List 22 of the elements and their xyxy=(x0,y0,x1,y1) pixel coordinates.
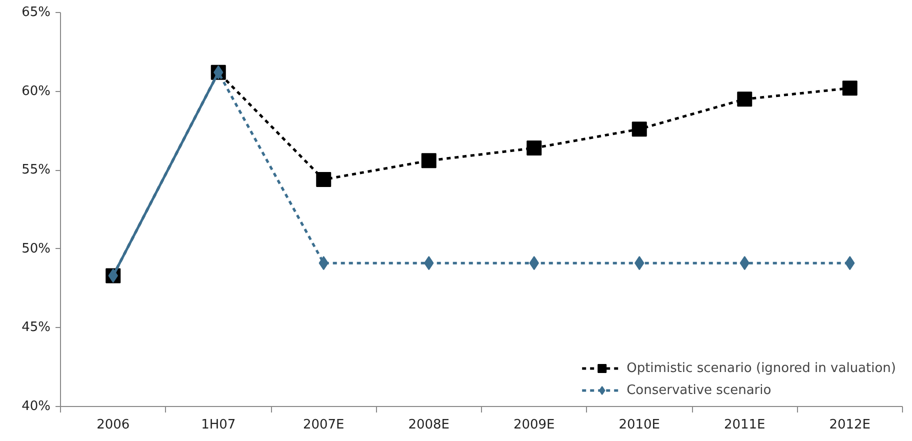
y-tick-label: 45% xyxy=(22,320,51,336)
point xyxy=(632,122,647,137)
x-tick-label: 2010E xyxy=(618,418,660,432)
point xyxy=(316,172,332,188)
x-tick-label: 2007E xyxy=(302,418,344,432)
y-tick-label: 65% xyxy=(22,5,51,20)
point xyxy=(737,92,752,107)
x-tick-label: 2011E xyxy=(724,418,766,432)
x-tick-label: 1H07 xyxy=(201,418,236,432)
y-tick-label: 55% xyxy=(22,162,51,178)
y-tick-label: 50% xyxy=(22,241,51,256)
legend-label: Conservative scenario xyxy=(626,382,772,398)
legend-label: Optimistic scenario (ignored in valuation) xyxy=(626,360,896,376)
x-tick-label: 2012E xyxy=(829,418,871,432)
x-tick-label: 2006 xyxy=(96,418,130,432)
point xyxy=(421,153,436,168)
y-tick-label: 60% xyxy=(22,84,51,99)
y-tick-label: 40% xyxy=(22,399,51,414)
x-tick-label: 2008E xyxy=(408,418,450,432)
point xyxy=(526,140,542,156)
point xyxy=(842,80,858,96)
x-tick-label: 2009E xyxy=(513,418,555,432)
